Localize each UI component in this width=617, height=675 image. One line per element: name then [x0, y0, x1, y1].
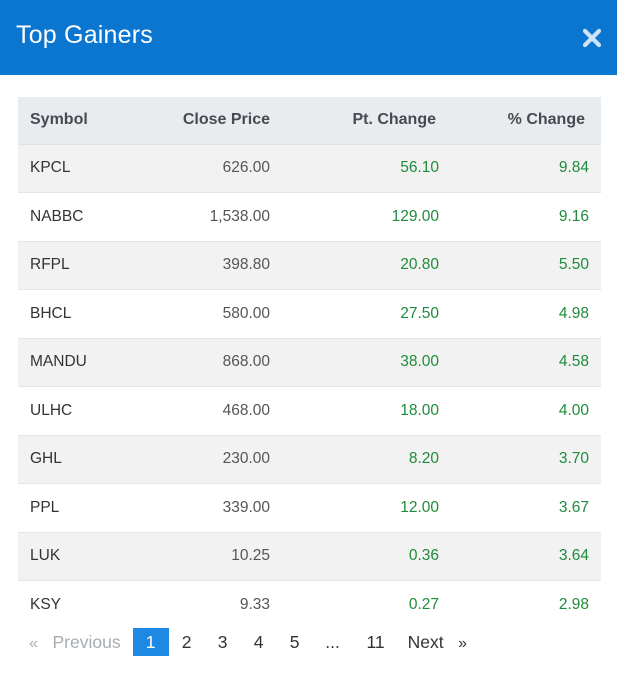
cell-symbol: GHL — [30, 450, 62, 468]
cell-pct-change: 3.64 — [558, 547, 589, 565]
cell-symbol: MANDU — [30, 353, 87, 371]
cell-pct-change: 4.58 — [558, 353, 589, 371]
cell-pt-change: 0.27 — [408, 596, 439, 613]
table-row: MANDU 868.00 38.00 4.58 — [18, 338, 601, 387]
table-header-row: Symbol Close Price Pt. Change % Change — [18, 97, 601, 145]
cell-symbol: PPL — [30, 498, 60, 516]
cell-symbol: KPCL — [30, 159, 71, 177]
page-button-1[interactable]: 1 — [132, 628, 169, 656]
cell-pct-change: 9.16 — [558, 207, 589, 225]
table-row: ULHC 468.00 18.00 4.00 — [18, 386, 601, 435]
cell-symbol: ULHC — [30, 401, 73, 419]
double-chevron-right-icon: » — [458, 635, 468, 652]
cell-close-price: 1,538.00 — [209, 207, 270, 225]
cell-pt-change: 27.50 — [400, 304, 439, 322]
next-page-button[interactable]: Next » — [399, 628, 476, 656]
cell-close-price: 230.00 — [222, 450, 270, 468]
page-button-4[interactable]: 4 — [253, 632, 264, 652]
cell-pt-change: 20.80 — [400, 256, 439, 274]
cell-close-price: 339.00 — [222, 498, 270, 516]
table-row: NABBC 1,538.00 129.00 9.16 — [18, 192, 601, 241]
cell-symbol: NABBC — [30, 207, 84, 225]
cell-pt-change: 0.36 — [408, 547, 439, 565]
table-row: RFPL 398.80 20.80 5.50 — [18, 241, 601, 290]
cell-symbol: KSY — [30, 596, 62, 613]
cell-close-price: 626.00 — [222, 159, 270, 177]
cell-pct-change: 4.98 — [558, 304, 589, 322]
table-row: KPCL 626.00 56.10 9.84 — [18, 144, 601, 193]
cell-close-price: 9.33 — [239, 596, 270, 613]
cell-pt-change: 18.00 — [400, 401, 439, 419]
cell-pct-change: 4.00 — [558, 401, 589, 419]
pagination: « Previous 1 2 3 4 5 ... 11 Next » — [18, 628, 476, 656]
table-row: KSY 9.33 0.27 2.98 — [18, 580, 601, 629]
previous-label: Previous — [52, 632, 121, 652]
next-label: Next — [407, 632, 444, 652]
cell-close-price: 580.00 — [222, 304, 270, 322]
table-row: GHL 230.00 8.20 3.70 — [18, 435, 601, 484]
column-header-pct-change[interactable]: % Change — [442, 97, 601, 145]
page-button-5[interactable]: 5 — [289, 632, 300, 652]
page-button-11[interactable]: 11 — [366, 632, 385, 652]
cell-pt-change: 129.00 — [391, 207, 439, 225]
column-header-close-price[interactable]: Close Price — [158, 97, 285, 145]
cell-pt-change: 8.20 — [408, 450, 439, 468]
gainers-table: Symbol Close Price Pt. Change % Change K… — [18, 97, 601, 629]
page-button-2[interactable]: 2 — [181, 632, 192, 652]
cell-close-price: 10.25 — [231, 547, 270, 565]
page-button-3[interactable]: 3 — [217, 632, 228, 652]
cell-close-price: 868.00 — [222, 353, 270, 371]
cell-symbol: LUK — [30, 547, 61, 565]
gainers-table-container: Symbol Close Price Pt. Change % Change K… — [18, 97, 601, 629]
cell-pct-change: 2.98 — [558, 596, 589, 613]
dialog-header: Top Gainers — [0, 0, 617, 75]
close-icon — [582, 28, 602, 48]
dialog-title: Top Gainers — [16, 21, 153, 49]
cell-close-price: 468.00 — [222, 401, 270, 419]
close-button[interactable] — [580, 26, 604, 50]
table-row: BHCL 580.00 27.50 4.98 — [18, 289, 601, 338]
table-row: LUK 10.25 0.36 3.64 — [18, 532, 601, 581]
cell-pct-change: 9.84 — [558, 159, 589, 177]
previous-page-button[interactable]: « Previous — [18, 628, 130, 656]
column-header-symbol[interactable]: Symbol — [18, 97, 158, 145]
cell-pt-change: 38.00 — [400, 353, 439, 371]
double-chevron-left-icon: « — [29, 635, 38, 652]
cell-pct-change: 5.50 — [558, 256, 589, 274]
cell-symbol: BHCL — [30, 304, 72, 322]
cell-close-price: 398.80 — [222, 256, 270, 274]
cell-pt-change: 56.10 — [400, 159, 439, 177]
pagination-ellipsis: ... — [325, 632, 340, 652]
column-header-pt-change[interactable]: Pt. Change — [285, 97, 442, 145]
cell-pt-change: 12.00 — [400, 498, 439, 516]
table-row: PPL 339.00 12.00 3.67 — [18, 483, 601, 532]
cell-symbol: RFPL — [30, 256, 70, 274]
cell-pct-change: 3.70 — [558, 450, 589, 468]
cell-pct-change: 3.67 — [558, 498, 589, 516]
